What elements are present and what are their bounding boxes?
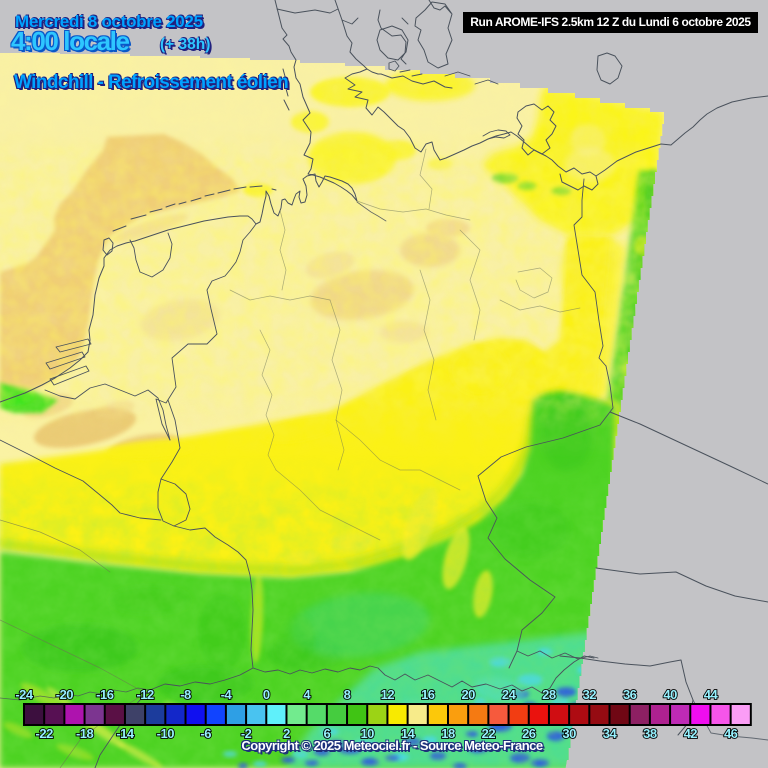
svg-text:-4: -4: [221, 687, 233, 702]
svg-text:30: 30: [562, 726, 576, 741]
svg-text:34: 34: [603, 726, 618, 741]
svg-text:20: 20: [461, 687, 475, 702]
svg-text:-20: -20: [56, 687, 74, 702]
svg-text:42: 42: [684, 726, 698, 741]
svg-text:-12: -12: [136, 687, 154, 702]
svg-text:40: 40: [663, 687, 677, 702]
svg-text:-10: -10: [157, 726, 175, 741]
svg-text:38: 38: [643, 726, 657, 741]
svg-text:-18: -18: [76, 726, 94, 741]
svg-text:24: 24: [502, 687, 517, 702]
svg-text:8: 8: [344, 687, 351, 702]
svg-text:26: 26: [522, 726, 536, 741]
svg-text:44: 44: [704, 687, 719, 702]
svg-text:10: 10: [360, 726, 374, 741]
svg-text:18: 18: [441, 726, 455, 741]
svg-text:-22: -22: [36, 726, 54, 741]
svg-text:-6: -6: [200, 726, 211, 741]
svg-text:4: 4: [303, 687, 311, 702]
svg-text:0: 0: [263, 687, 270, 702]
svg-text:-2: -2: [241, 726, 252, 741]
svg-text:-24: -24: [15, 687, 34, 702]
svg-text:14: 14: [401, 726, 416, 741]
svg-text:22: 22: [482, 726, 496, 741]
svg-text:36: 36: [623, 687, 637, 702]
svg-text:-8: -8: [180, 687, 191, 702]
svg-text:12: 12: [381, 687, 395, 702]
svg-text:16: 16: [421, 687, 435, 702]
svg-text:2: 2: [283, 726, 290, 741]
svg-text:-16: -16: [96, 687, 114, 702]
svg-text:-14: -14: [116, 726, 135, 741]
svg-text:28: 28: [542, 687, 556, 702]
svg-text:6: 6: [324, 726, 331, 741]
svg-text:46: 46: [724, 726, 738, 741]
svg-text:32: 32: [583, 687, 597, 702]
